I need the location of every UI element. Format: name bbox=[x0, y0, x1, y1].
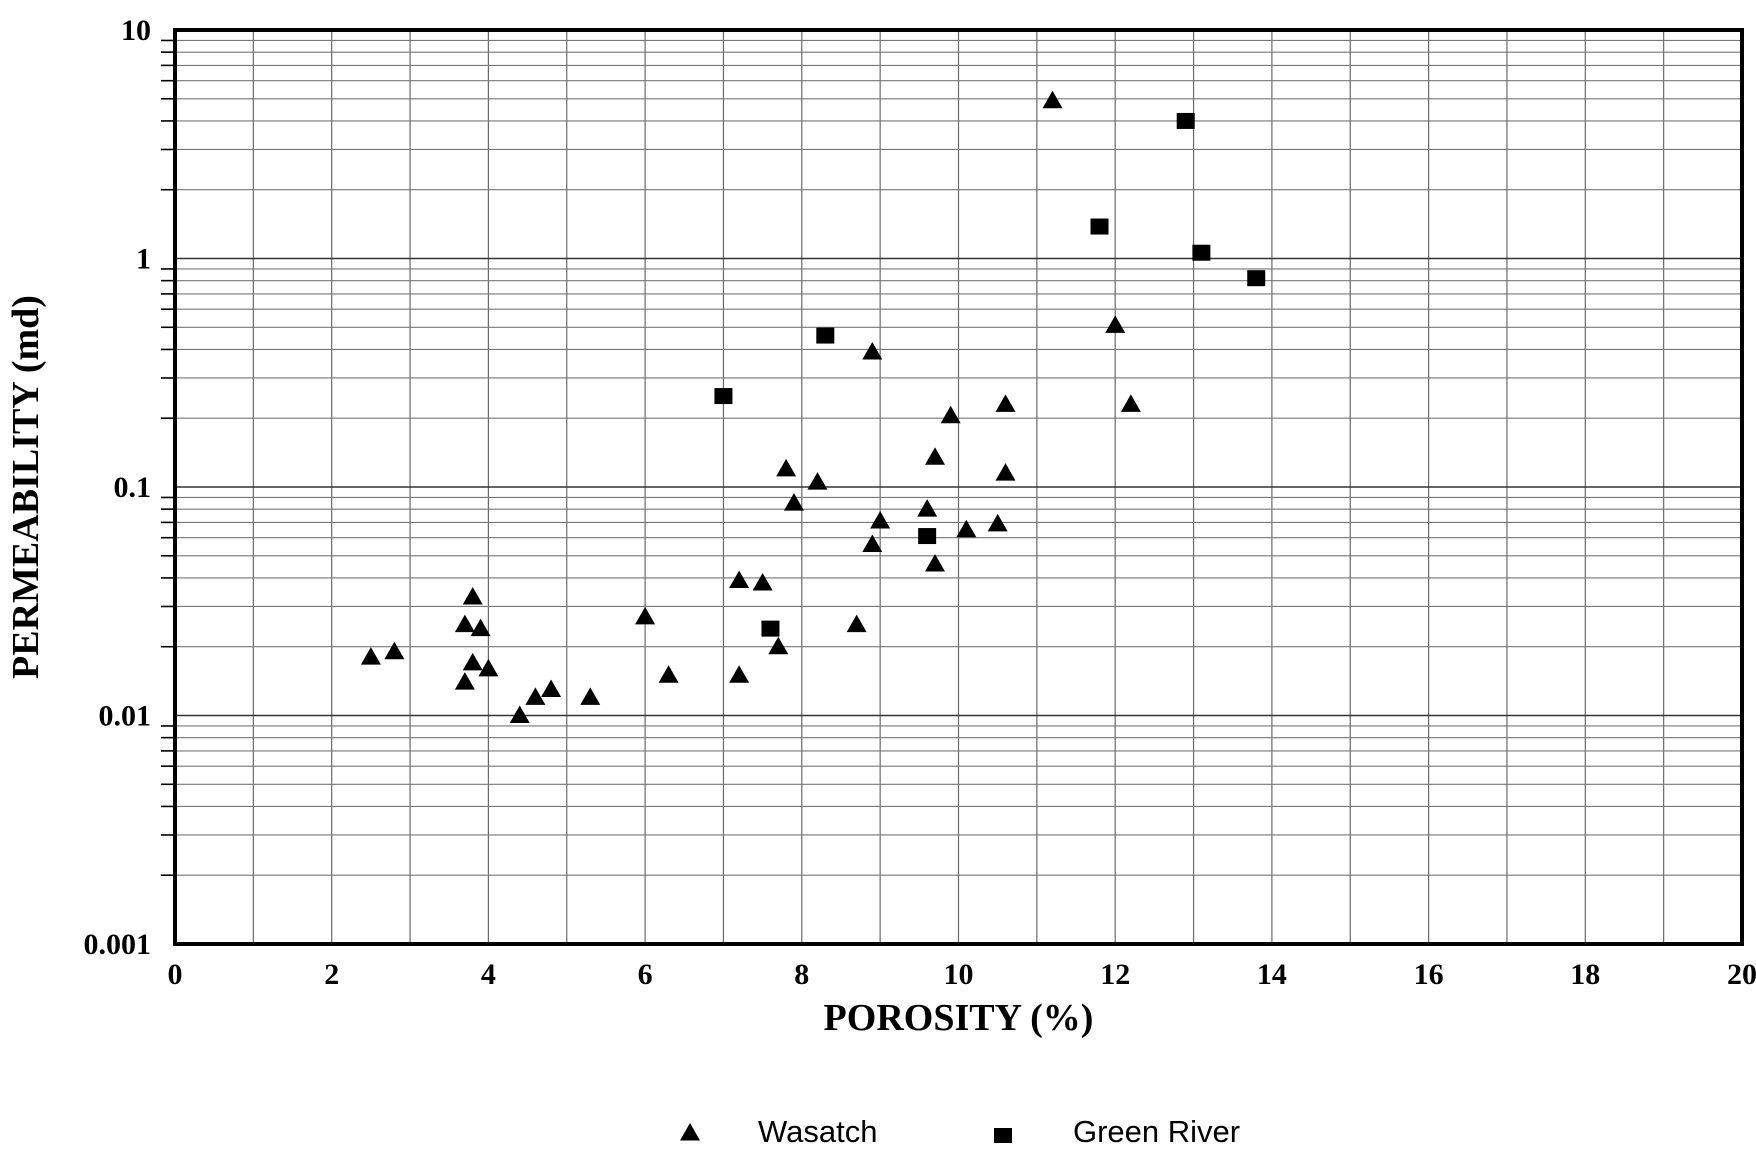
wasatch-point bbox=[478, 658, 499, 677]
x-tick-label: 14 bbox=[1257, 958, 1287, 991]
x-tick-label: 18 bbox=[1570, 958, 1600, 991]
wasatch-point bbox=[470, 618, 491, 637]
wasatch-point bbox=[862, 534, 883, 553]
wasatch-point bbox=[729, 665, 750, 683]
data-points bbox=[360, 90, 1266, 723]
plot-frame bbox=[173, 28, 1744, 946]
y-tick-label: 1 bbox=[136, 243, 151, 276]
green-river-point bbox=[1192, 244, 1211, 261]
wasatch-point bbox=[462, 587, 483, 605]
wasatch-point bbox=[752, 573, 773, 591]
wasatch-point bbox=[454, 672, 475, 690]
grid bbox=[161, 30, 1742, 944]
wasatch-point bbox=[1042, 90, 1063, 109]
wasatch-point bbox=[783, 493, 804, 511]
legend-label-wasatch: Wasatch bbox=[758, 1114, 877, 1149]
x-tick-label: 0 bbox=[168, 958, 183, 991]
wasatch-point bbox=[635, 606, 656, 625]
y-tick-label: 10 bbox=[121, 14, 151, 47]
x-tick-label: 10 bbox=[944, 958, 974, 991]
green-river-point bbox=[761, 620, 780, 637]
wasatch-point bbox=[1120, 394, 1141, 412]
x-tick-label: 12 bbox=[1100, 958, 1130, 991]
wasatch-point bbox=[454, 614, 475, 633]
wasatch-point bbox=[917, 499, 938, 517]
wasatch-point bbox=[987, 513, 1008, 532]
wasatch-point bbox=[768, 636, 789, 655]
green-river-point bbox=[816, 327, 835, 344]
wasatch-point bbox=[924, 554, 945, 572]
wasatch-point bbox=[924, 447, 945, 465]
x-tick-label: 4 bbox=[481, 958, 496, 991]
wasatch-point bbox=[846, 614, 867, 633]
wasatch-point bbox=[956, 519, 977, 538]
wasatch-point bbox=[541, 679, 562, 697]
x-tick-label: 8 bbox=[794, 958, 809, 991]
wasatch-point bbox=[1105, 315, 1126, 333]
wasatch-point bbox=[870, 510, 891, 529]
legend-square-marker bbox=[994, 1128, 1012, 1143]
x-tick-labels: 0 2 4 6 8 10 12 14 16 18 20 bbox=[168, 958, 1756, 991]
wasatch-point bbox=[995, 394, 1016, 412]
y-tick-label: 0.01 bbox=[99, 700, 152, 733]
wasatch-point bbox=[940, 405, 961, 424]
wasatch-point bbox=[658, 665, 679, 683]
x-tick-label: 6 bbox=[638, 958, 653, 991]
wasatch-point bbox=[580, 687, 601, 705]
green-river-point bbox=[1176, 112, 1195, 129]
wasatch-point bbox=[995, 463, 1016, 481]
wasatch-point bbox=[462, 652, 483, 671]
wasatch-point bbox=[807, 472, 828, 490]
legend-label-green-river: Green River bbox=[1073, 1114, 1240, 1149]
legend: Wasatch Green River bbox=[680, 1114, 1240, 1149]
green-river-point bbox=[1090, 218, 1109, 235]
y-tick-label: 0.001 bbox=[84, 928, 152, 961]
wasatch-point bbox=[862, 341, 883, 360]
green-river-point bbox=[714, 388, 733, 405]
y-tick-labels: 0.001 0.01 0.1 1 10 bbox=[84, 14, 152, 961]
y-axis-title: PERMEABILITY (md) bbox=[5, 295, 47, 679]
green-river-point bbox=[918, 528, 937, 545]
x-axis-title: POROSITY (%) bbox=[824, 997, 1094, 1039]
wasatch-point bbox=[384, 641, 405, 660]
wasatch-point bbox=[525, 687, 546, 705]
legend-triangle-marker bbox=[680, 1123, 700, 1141]
wasatch-point bbox=[509, 705, 530, 723]
wasatch-point bbox=[776, 458, 797, 477]
x-tick-label: 16 bbox=[1414, 958, 1444, 991]
wasatch-point bbox=[729, 570, 750, 588]
y-tick-label: 0.1 bbox=[114, 471, 152, 504]
green-river-point bbox=[1247, 270, 1266, 287]
x-tick-label: 2 bbox=[324, 958, 339, 991]
wasatch-point bbox=[360, 647, 381, 665]
x-tick-label: 20 bbox=[1727, 958, 1756, 991]
